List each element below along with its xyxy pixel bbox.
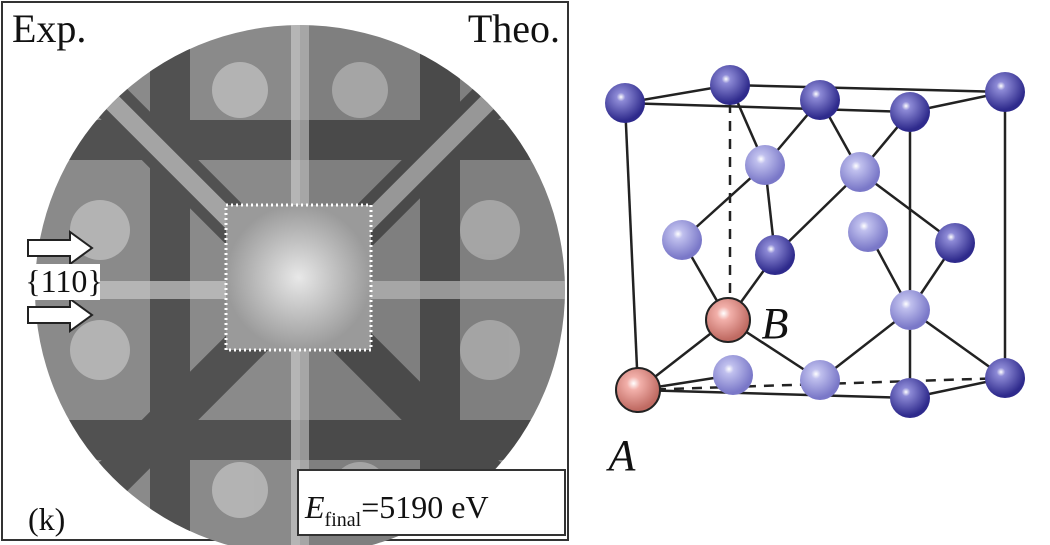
pattern-panel: Exp. Theo. {110} (k) Efinal=5190 eV [2, 2, 570, 545]
atoms [605, 65, 1025, 418]
energy-subscript: final [325, 509, 362, 531]
page: Exp. Theo. {110} (k) Efinal=5190 eV [0, 0, 1050, 545]
crystal-structure: A B [605, 65, 1025, 480]
atom-b-label: B [762, 299, 789, 348]
energy-value: =5190 eV [361, 489, 488, 525]
direction-label: {110} [25, 263, 103, 299]
theo-label: Theo. [468, 6, 560, 51]
atom-a-label: A [606, 431, 637, 480]
energy-symbol: E [304, 489, 325, 525]
exp-label: Exp. [12, 6, 86, 51]
figure: Exp. Theo. {110} (k) Efinal=5190 eV [0, 0, 1050, 545]
panel-label: (k) [28, 501, 65, 537]
